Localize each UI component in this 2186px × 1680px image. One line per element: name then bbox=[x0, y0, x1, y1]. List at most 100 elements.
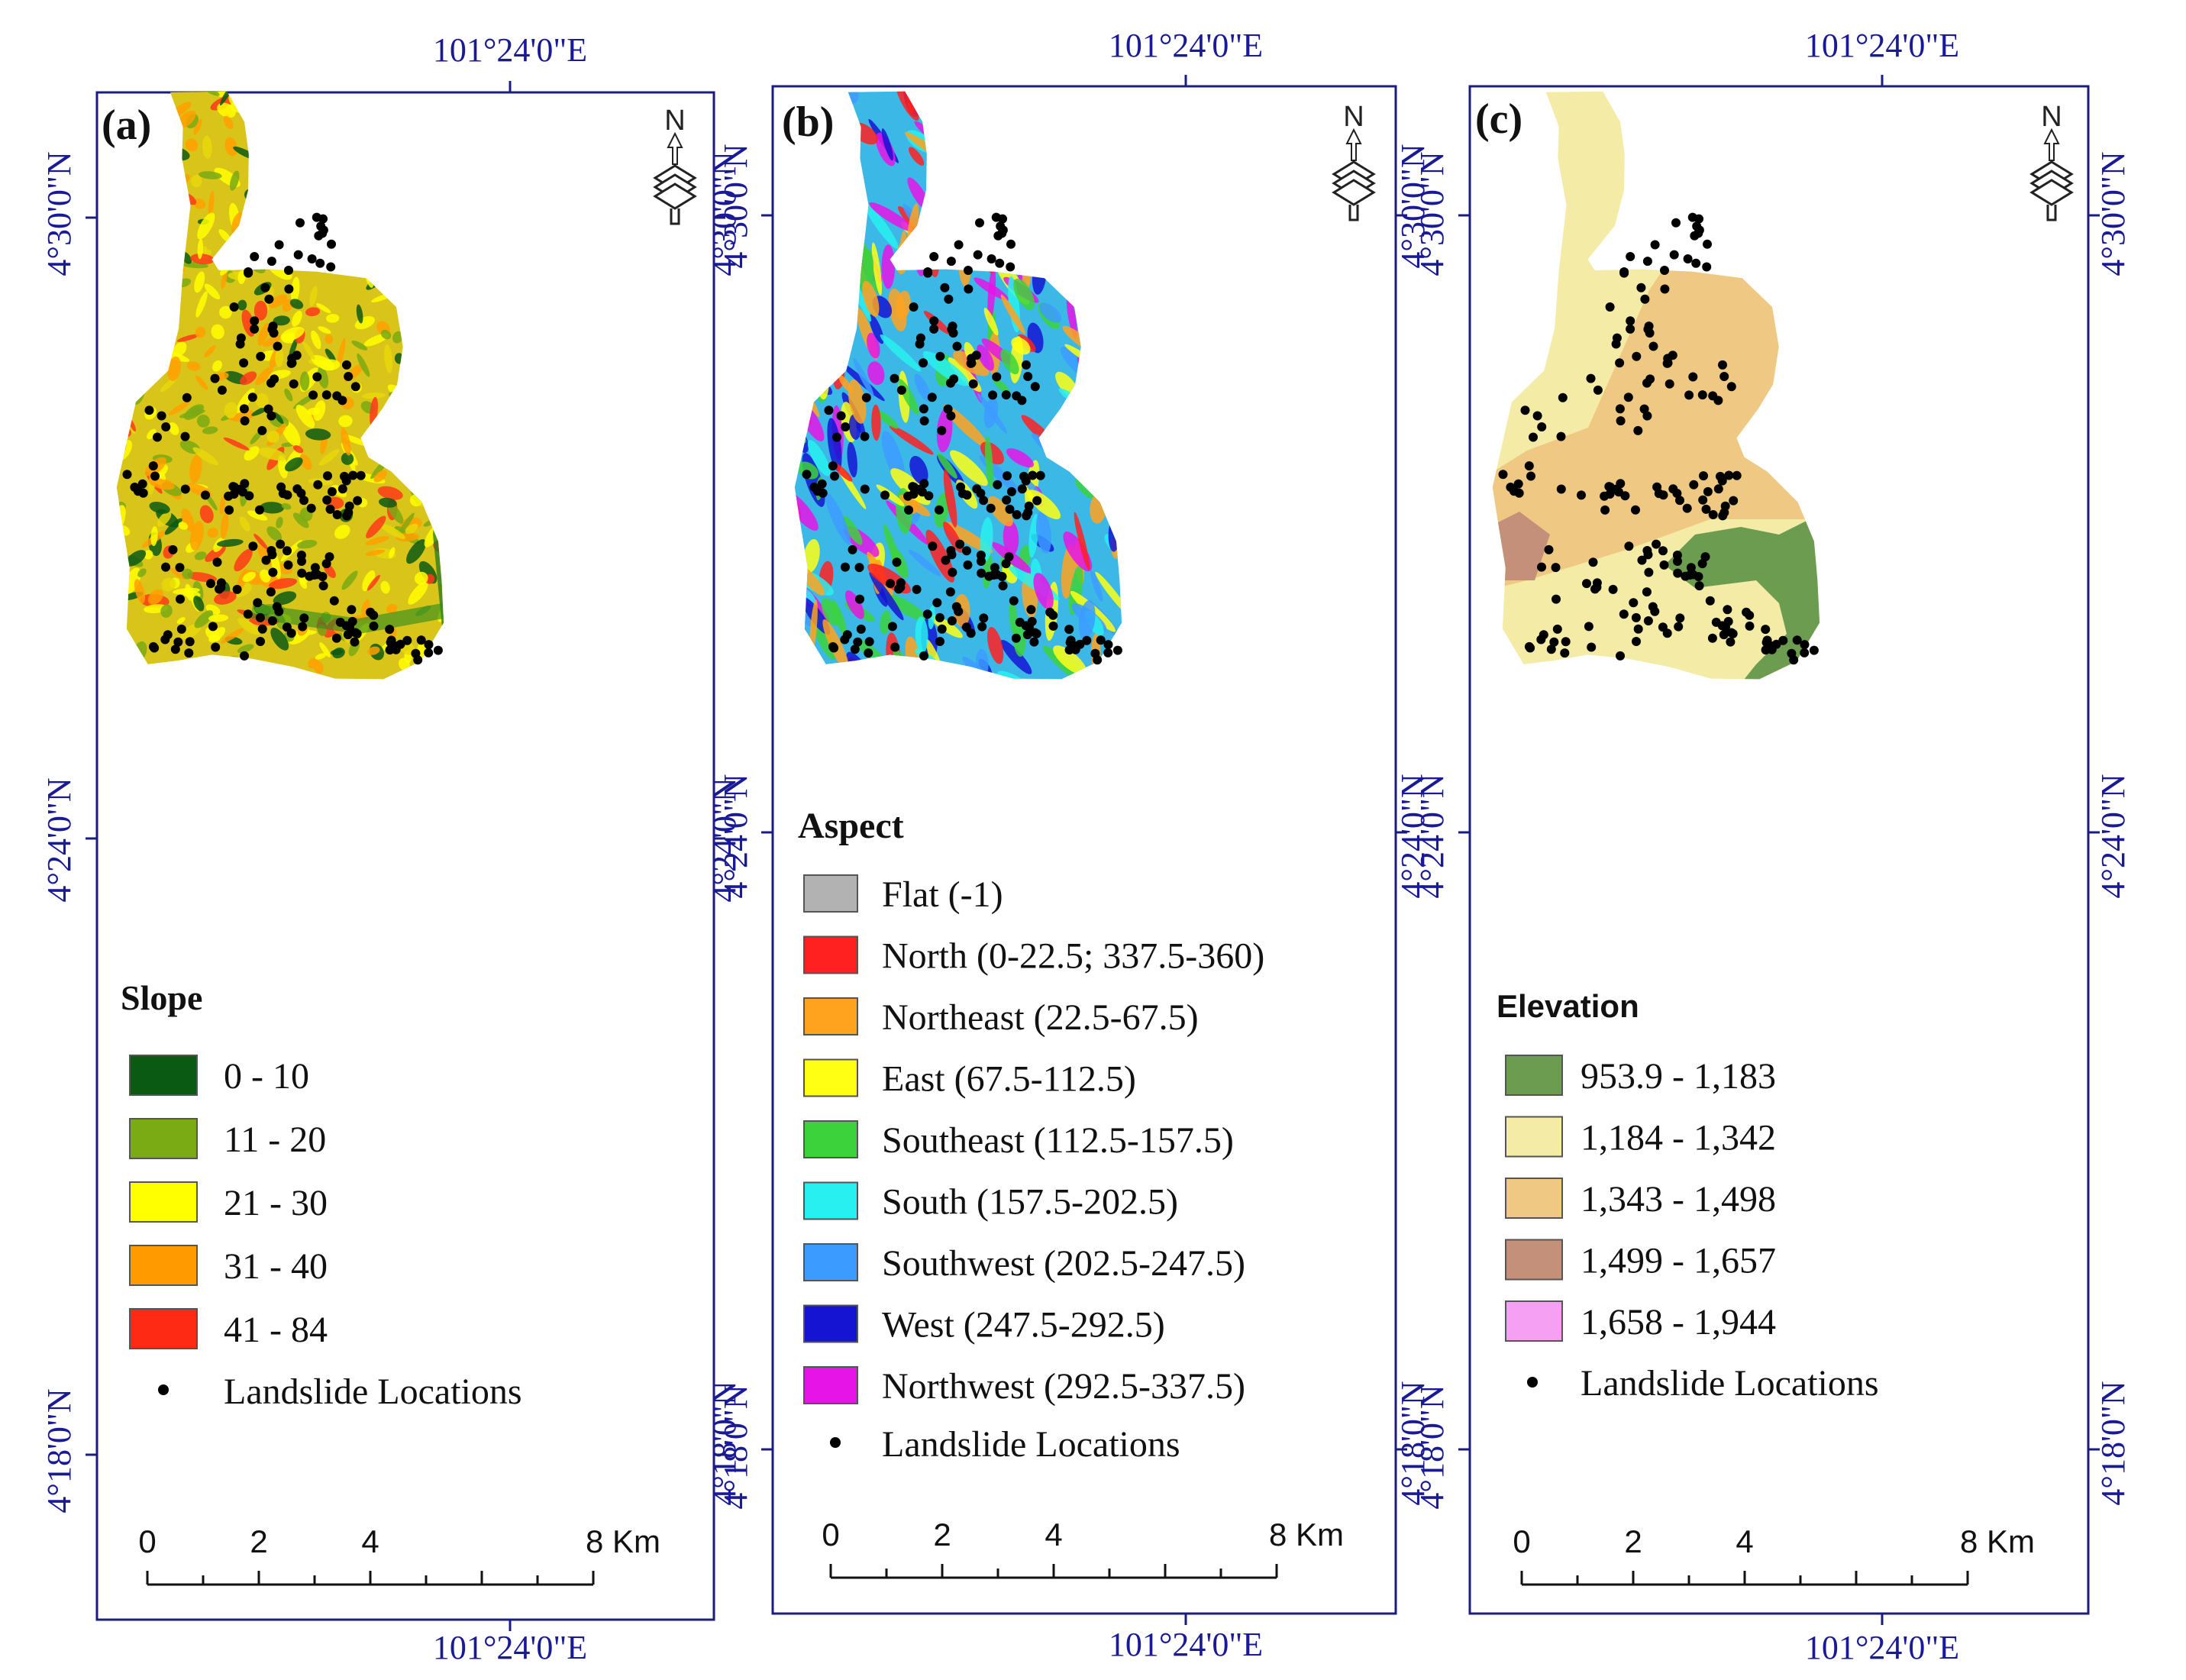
landslide-point bbox=[1048, 610, 1058, 620]
landslide-point bbox=[1558, 393, 1568, 402]
landslide-point bbox=[909, 302, 919, 312]
north-arrow-shape bbox=[2046, 205, 2057, 221]
landslide-point bbox=[157, 411, 166, 421]
landslide-point bbox=[244, 267, 253, 276]
legend-label: 1,499 - 1,657 bbox=[1581, 1240, 1776, 1281]
landslide-point bbox=[1800, 648, 1810, 657]
slope-cell bbox=[260, 569, 271, 583]
landslide-point bbox=[1732, 470, 1742, 480]
landslide-point bbox=[1694, 572, 1703, 581]
landslide-point bbox=[1626, 324, 1635, 334]
landslide-point bbox=[1708, 510, 1718, 519]
landslide-point bbox=[329, 596, 339, 606]
landslide-point bbox=[961, 622, 971, 632]
landslide-point bbox=[163, 630, 173, 640]
aspect-cell bbox=[864, 203, 899, 250]
landslide-point bbox=[305, 571, 315, 581]
landslide-point bbox=[313, 480, 323, 489]
landslide-point bbox=[238, 487, 247, 497]
slope-cell bbox=[292, 512, 309, 528]
legend-swatch bbox=[803, 1181, 858, 1220]
landslide-point bbox=[919, 416, 929, 426]
landslide-point bbox=[342, 360, 351, 370]
landslide-point bbox=[1633, 425, 1643, 435]
slope-cell bbox=[293, 444, 304, 454]
landslide-point bbox=[1643, 616, 1653, 625]
landslide-point bbox=[137, 479, 147, 489]
slope-cell bbox=[182, 568, 193, 580]
legend-swatch bbox=[129, 1055, 198, 1096]
panel-a-coord-bottom: 101°24'0"E bbox=[433, 1629, 587, 1666]
landslide-point bbox=[1549, 637, 1559, 647]
landslide-point bbox=[170, 645, 180, 654]
landslide-point bbox=[1023, 372, 1033, 381]
landslide-point bbox=[946, 411, 956, 421]
scale-bar-label: 2 bbox=[250, 1523, 267, 1559]
landslide-point bbox=[915, 339, 925, 349]
slope-cell bbox=[239, 516, 250, 531]
aspect-cell bbox=[983, 397, 999, 428]
slope-cell bbox=[341, 570, 358, 590]
slope-cell bbox=[284, 457, 303, 472]
landslide-point bbox=[1112, 645, 1122, 655]
landslide-point bbox=[841, 422, 851, 431]
landslide-point bbox=[919, 358, 928, 368]
aspect-cell bbox=[950, 450, 988, 486]
landslide-point bbox=[1681, 571, 1690, 581]
slope-cell bbox=[237, 299, 247, 311]
landslide-point bbox=[340, 471, 349, 481]
landslide-point bbox=[1520, 405, 1530, 415]
landslide-point bbox=[947, 325, 957, 334]
landslide-point bbox=[168, 544, 178, 554]
landslide-point bbox=[935, 612, 944, 622]
landslide-point bbox=[1616, 651, 1625, 661]
aspect-cell bbox=[915, 616, 928, 654]
landslide-point bbox=[343, 630, 353, 640]
aspect-cell bbox=[882, 592, 929, 622]
landslide-point bbox=[1605, 302, 1615, 312]
landslide-point bbox=[1719, 508, 1729, 518]
landslide-point bbox=[344, 372, 354, 381]
landslide-point bbox=[995, 258, 1005, 268]
landslide-point bbox=[946, 378, 955, 388]
slope-cell bbox=[195, 375, 208, 390]
landslide-point bbox=[1035, 470, 1045, 480]
landslide-point bbox=[1539, 630, 1548, 640]
landslide-point bbox=[1702, 262, 1712, 272]
landslide-point bbox=[1650, 240, 1660, 250]
landslide-point bbox=[1800, 640, 1810, 650]
panel-c-lat-left-3: 4°18'0"N bbox=[1413, 1384, 1451, 1509]
landslide-point bbox=[1526, 471, 1535, 481]
landslide-point bbox=[1544, 544, 1554, 554]
landslide-point bbox=[1524, 461, 1534, 471]
landslide-point bbox=[1624, 541, 1634, 551]
slope-cell bbox=[190, 254, 215, 265]
landslide-point bbox=[180, 484, 190, 494]
landslide-point bbox=[1639, 404, 1649, 414]
landslide-point bbox=[325, 552, 334, 562]
legend-label: East (67.5-112.5) bbox=[882, 1058, 1136, 1099]
landslide-point bbox=[1792, 635, 1802, 645]
legend-label: South (157.5-202.5) bbox=[882, 1181, 1178, 1222]
landslide-point bbox=[1614, 487, 1623, 497]
landslide-point bbox=[369, 621, 379, 631]
landslide-point bbox=[1703, 486, 1713, 496]
slope-cell bbox=[362, 570, 376, 592]
landslide-point bbox=[1652, 482, 1662, 492]
landslide-point bbox=[1608, 584, 1618, 594]
landslide-point bbox=[282, 622, 292, 632]
landslide-point bbox=[861, 393, 871, 402]
slope-cell bbox=[263, 334, 282, 347]
slope-cell bbox=[379, 497, 397, 508]
slope-cell bbox=[207, 528, 218, 538]
panel-b-legend-point-icon bbox=[830, 1437, 841, 1448]
slope-cell bbox=[398, 657, 410, 671]
landslide-point bbox=[232, 584, 242, 594]
landslide-point bbox=[239, 404, 249, 414]
landslide-point bbox=[1616, 416, 1626, 426]
landslide-point bbox=[1697, 390, 1707, 400]
panel-c-label: (c) bbox=[1475, 95, 1522, 143]
landslide-point bbox=[1671, 218, 1681, 228]
landslide-point bbox=[1004, 552, 1014, 562]
landslide-point bbox=[919, 651, 928, 661]
